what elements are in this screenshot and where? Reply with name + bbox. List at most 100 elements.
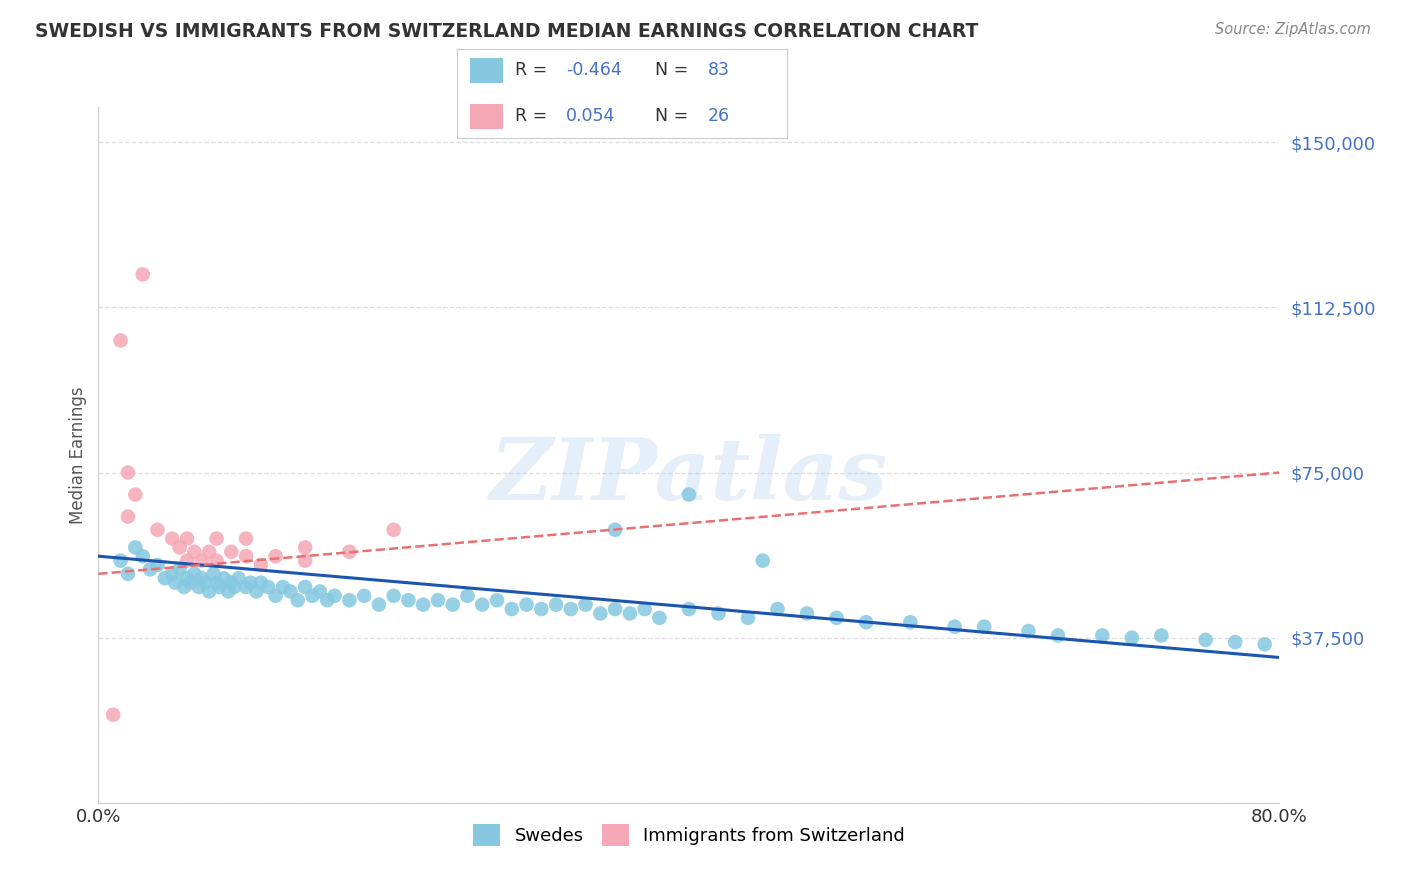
Text: 26: 26	[709, 107, 730, 126]
Point	[855, 615, 877, 630]
Point	[139, 562, 162, 576]
Point	[546, 598, 568, 612]
Point	[1195, 632, 1218, 647]
Point	[132, 549, 155, 564]
Point	[280, 584, 302, 599]
Text: N =: N =	[655, 62, 695, 79]
Point	[353, 589, 375, 603]
Point	[605, 602, 627, 616]
Point	[176, 571, 198, 585]
Point	[678, 487, 700, 501]
Point	[110, 553, 132, 567]
Point	[752, 553, 775, 567]
Text: ZIPatlas: ZIPatlas	[489, 434, 889, 517]
Point	[368, 598, 391, 612]
Point	[250, 575, 273, 590]
Y-axis label: Median Earnings: Median Earnings	[69, 386, 87, 524]
Point	[287, 593, 309, 607]
Point	[589, 607, 612, 621]
Point	[973, 620, 995, 634]
Point	[198, 545, 221, 559]
Point	[191, 553, 214, 567]
Point	[257, 580, 280, 594]
Point	[471, 598, 494, 612]
Point	[124, 487, 146, 501]
Point	[619, 607, 641, 621]
Point	[187, 580, 209, 594]
Point	[796, 607, 818, 621]
Point	[194, 575, 217, 590]
Text: 83: 83	[709, 62, 730, 79]
Point	[301, 589, 323, 603]
Point	[294, 541, 316, 555]
Point	[117, 466, 139, 480]
Text: R =: R =	[515, 62, 553, 79]
Text: SWEDISH VS IMMIGRANTS FROM SWITZERLAND MEDIAN EARNINGS CORRELATION CHART: SWEDISH VS IMMIGRANTS FROM SWITZERLAND M…	[35, 22, 979, 41]
Point	[1047, 628, 1070, 642]
Point	[766, 602, 789, 616]
Point	[117, 509, 139, 524]
Point	[110, 334, 132, 348]
Point	[516, 598, 538, 612]
Point	[1121, 631, 1143, 645]
Point	[191, 571, 214, 585]
Point	[245, 584, 267, 599]
Point	[239, 575, 262, 590]
Point	[212, 571, 235, 585]
Point	[176, 553, 198, 567]
Point	[382, 589, 405, 603]
Point	[205, 532, 228, 546]
Text: R =: R =	[515, 107, 553, 126]
Point	[1225, 635, 1247, 649]
Point	[486, 593, 509, 607]
Point	[825, 611, 848, 625]
Point	[501, 602, 523, 616]
Point	[1091, 628, 1114, 642]
Point	[235, 580, 257, 594]
Point	[316, 593, 339, 607]
Point	[205, 553, 228, 567]
Point	[146, 558, 169, 572]
Point	[294, 580, 316, 594]
Point	[707, 607, 730, 621]
Point	[678, 602, 700, 616]
Point	[162, 566, 183, 581]
Point	[294, 553, 316, 567]
Point	[235, 549, 257, 564]
Point	[173, 580, 195, 594]
Point	[264, 589, 287, 603]
Point	[224, 580, 246, 594]
Point	[205, 575, 228, 590]
Text: 0.054: 0.054	[567, 107, 616, 126]
Point	[309, 584, 332, 599]
Point	[441, 598, 464, 612]
Point	[103, 707, 125, 722]
Point	[169, 562, 191, 576]
Point	[202, 566, 225, 581]
Point	[457, 589, 479, 603]
Point	[228, 571, 250, 585]
Point	[737, 611, 759, 625]
Point	[208, 580, 231, 594]
Point	[217, 584, 239, 599]
Point	[221, 545, 243, 559]
Point	[221, 575, 243, 590]
Point	[176, 532, 198, 546]
Point	[179, 575, 201, 590]
Point	[427, 593, 450, 607]
Bar	[470, 58, 503, 83]
Point	[183, 566, 205, 581]
Point	[323, 589, 346, 603]
Point	[943, 620, 966, 634]
Point	[1254, 637, 1277, 651]
Point	[165, 575, 187, 590]
Point	[1018, 624, 1040, 638]
Point	[575, 598, 598, 612]
Point	[339, 545, 361, 559]
Point	[1150, 628, 1173, 642]
Point	[900, 615, 922, 630]
Point	[605, 523, 627, 537]
Point	[153, 571, 176, 585]
Point	[264, 549, 287, 564]
Point	[124, 541, 146, 555]
